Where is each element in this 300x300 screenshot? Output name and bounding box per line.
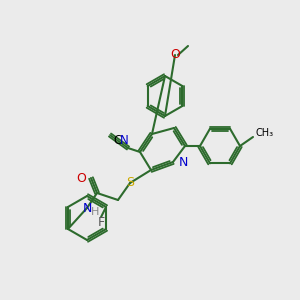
Text: CH₃: CH₃	[255, 128, 273, 138]
Text: O: O	[170, 49, 180, 62]
Text: H: H	[91, 207, 99, 217]
Text: C: C	[113, 134, 121, 148]
Text: N: N	[179, 155, 188, 169]
Text: F: F	[98, 217, 105, 230]
Text: O: O	[76, 172, 86, 184]
Text: N: N	[120, 134, 128, 148]
Text: S: S	[126, 176, 134, 190]
Text: N: N	[82, 202, 92, 214]
